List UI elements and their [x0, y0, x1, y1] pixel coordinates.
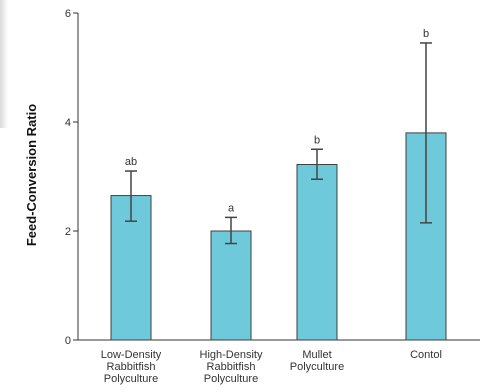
category-label: Mullet: [302, 349, 331, 361]
y-axis-title: Feed-Conversion Ratio: [24, 104, 39, 246]
bar: [296, 164, 338, 341]
y-tick-label: 0: [65, 335, 71, 347]
category-label: Low-Density: [101, 349, 162, 361]
significance-label: ab: [125, 156, 137, 168]
category-labels: Low-DensityRabbitfishPolycultureHigh-Den…: [101, 349, 442, 385]
category-label: Contol: [410, 349, 442, 361]
category-label: Rabbitfish: [207, 361, 256, 373]
category-label: Polyculture: [290, 361, 344, 373]
y-tick-label: 4: [65, 117, 71, 129]
y-tick-label: 2: [65, 226, 71, 238]
y-tick-label: 6: [65, 8, 71, 20]
category-label: Polyculture: [104, 373, 158, 385]
side-shading: [0, 0, 8, 128]
category-label: High-Density: [200, 349, 263, 361]
significance-label: b: [314, 134, 320, 146]
error-bars: [125, 42, 432, 245]
significance-label: b: [423, 28, 429, 40]
significance-label: a: [228, 202, 235, 214]
category-label: Rabbitfish: [107, 361, 156, 373]
bars: [110, 132, 447, 341]
category-label: Polyculture: [204, 373, 258, 385]
bar: [210, 230, 252, 341]
